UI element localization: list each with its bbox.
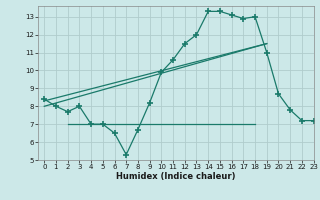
X-axis label: Humidex (Indice chaleur): Humidex (Indice chaleur) — [116, 172, 236, 181]
